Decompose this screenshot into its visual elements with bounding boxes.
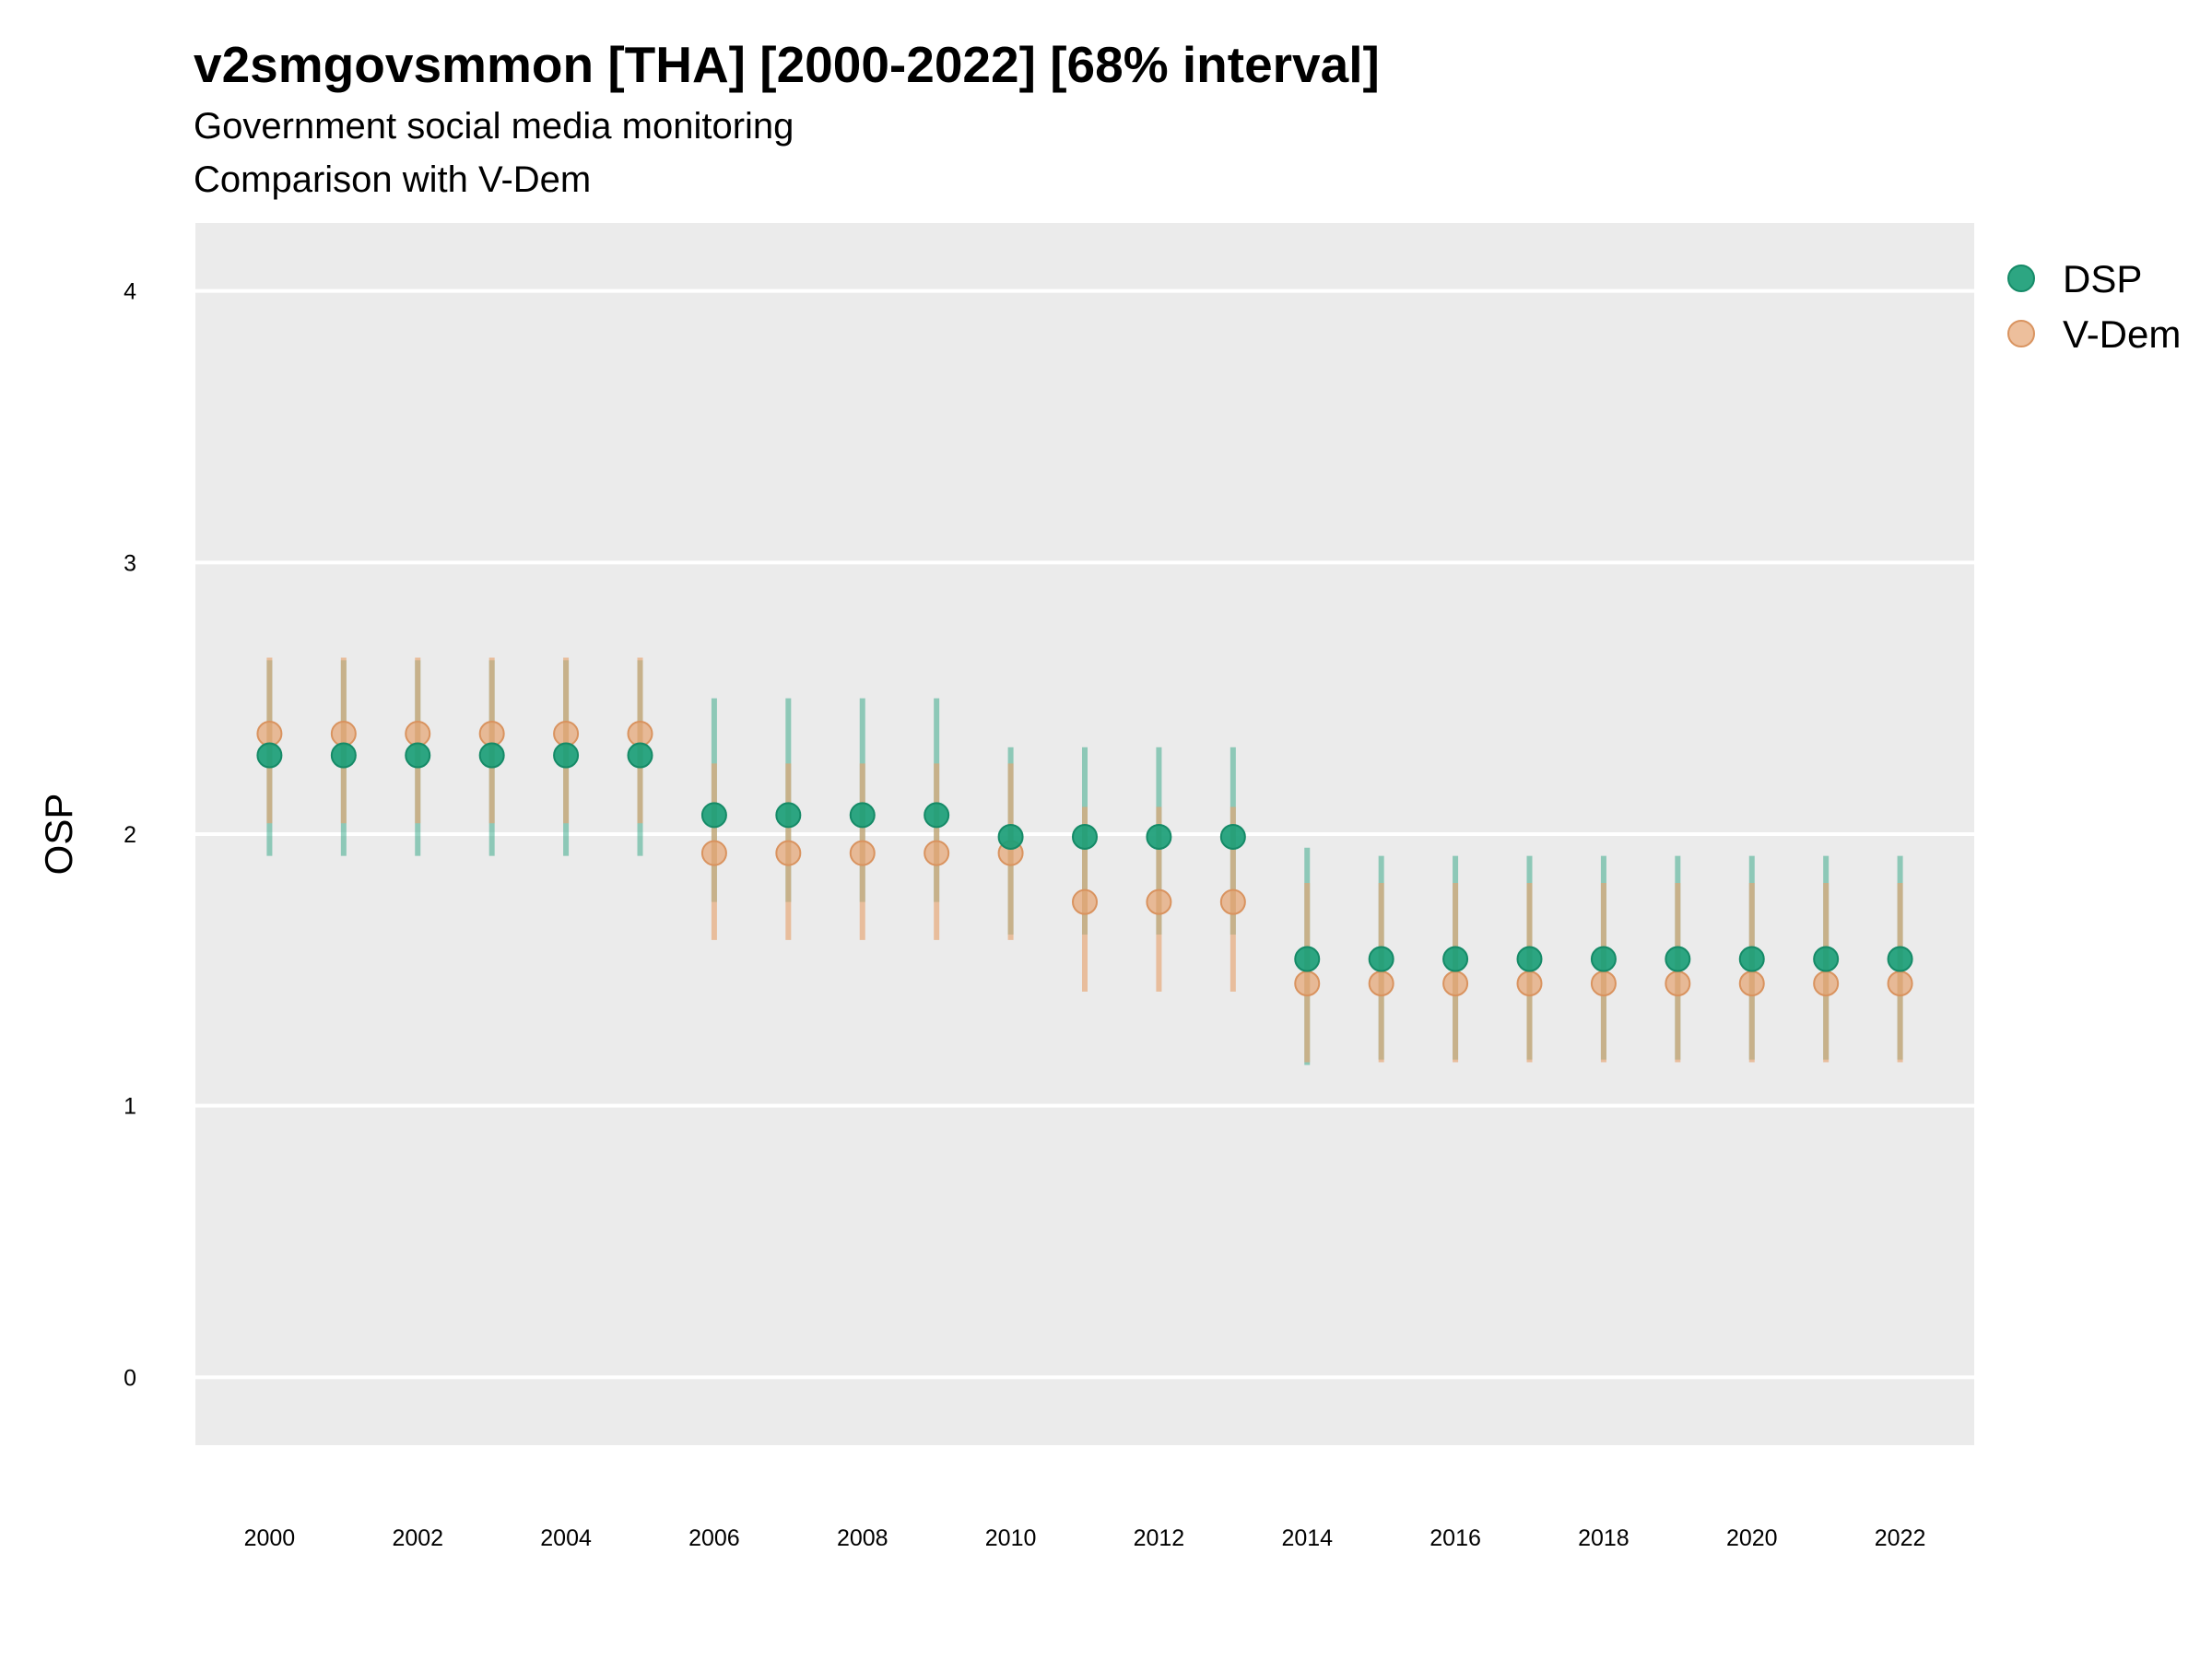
vdem-point <box>775 840 802 866</box>
y-tick-label: 3 <box>124 550 136 576</box>
vdem-point <box>1294 971 1321 997</box>
dsp-point <box>1368 946 1394 972</box>
chart-subtitle: Government social media monitoring <box>194 106 794 147</box>
dsp-point <box>1219 823 1246 850</box>
dsp-point <box>1590 946 1617 972</box>
vdem-point <box>1368 971 1394 997</box>
x-tick-label: 2000 <box>244 1525 296 1551</box>
vdem-point <box>849 840 876 866</box>
vdem-point <box>256 720 283 747</box>
dsp-point <box>1665 946 1691 972</box>
dsp-point <box>1146 823 1172 850</box>
dsp-point <box>849 802 876 829</box>
x-tick-label: 2004 <box>540 1525 592 1551</box>
vdem-point <box>1072 888 1098 915</box>
vdem-point <box>1590 971 1617 997</box>
x-axis-ticks: 2000 2002 2004 2006 2008 2010 2012 2014 2016 2018… <box>244 1525 1926 1551</box>
vdem-point <box>1738 971 1765 997</box>
dsp-point <box>1294 946 1321 972</box>
vdem-point <box>1146 888 1172 915</box>
dsp-point <box>1738 946 1765 972</box>
dsp-point <box>924 802 950 829</box>
x-tick-label: 2002 <box>392 1525 443 1551</box>
chart-title: v2smgovsmmon [THA] [2000-2022] [68% inte… <box>194 36 1380 93</box>
dsp-point <box>330 742 357 769</box>
y-tick-label: 2 <box>124 822 136 848</box>
legend-key-vdem <box>2007 320 2035 347</box>
dsp-point <box>256 742 283 769</box>
dsp-point <box>405 742 431 769</box>
chart-caption: Comparison with V-Dem <box>194 159 592 200</box>
x-tick-label: 2010 <box>985 1525 1037 1551</box>
dsp-point <box>1813 946 1840 972</box>
dsp-point <box>1072 823 1098 850</box>
dsp-point <box>627 742 653 769</box>
x-tick-label: 2014 <box>1281 1525 1333 1551</box>
x-tick-label: 2022 <box>1875 1525 1926 1551</box>
y-tick-label: 4 <box>124 279 136 305</box>
vdem-point <box>478 720 505 747</box>
gridlines <box>195 288 1974 1380</box>
x-tick-label: 2018 <box>1578 1525 1630 1551</box>
dsp-point <box>553 742 580 769</box>
y-tick-label: 0 <box>124 1365 136 1391</box>
vdem-point <box>553 720 580 747</box>
x-tick-label: 2006 <box>688 1525 740 1551</box>
vdem-point <box>330 720 357 747</box>
legend: DSP V-Dem <box>2007 257 2181 356</box>
vdem-point <box>1887 971 1913 997</box>
y-axis-label: OSP <box>37 794 80 876</box>
dsp-point <box>1887 946 1913 972</box>
legend-label-dsp: DSP <box>2063 257 2142 300</box>
vdem-point <box>1442 971 1469 997</box>
legend-key-dsp <box>2007 265 2035 292</box>
x-tick-label: 2008 <box>837 1525 888 1551</box>
y-axis-ticks: 0 1 2 3 4 <box>124 279 136 1392</box>
dsp-point <box>1516 946 1543 972</box>
vdem-point <box>700 840 727 866</box>
dsp-point <box>478 742 505 769</box>
dsp-point <box>700 802 727 829</box>
y-tick-label: 1 <box>124 1094 136 1120</box>
dsp-point <box>1442 946 1469 972</box>
x-tick-label: 2020 <box>1726 1525 1778 1551</box>
dsp-points <box>256 742 1913 972</box>
vdem-point <box>1516 971 1543 997</box>
vdem-point <box>924 840 950 866</box>
x-tick-label: 2016 <box>1430 1525 1481 1551</box>
vdem-point <box>627 720 653 747</box>
x-tick-label: 2012 <box>1134 1525 1185 1551</box>
vdem-point <box>1219 888 1246 915</box>
vdem-point <box>405 720 431 747</box>
vdem-point <box>1813 971 1840 997</box>
vdem-point <box>1665 971 1691 997</box>
legend-label-vdem: V-Dem <box>2063 312 2181 356</box>
dsp-point <box>775 802 802 829</box>
dsp-point <box>997 823 1024 850</box>
